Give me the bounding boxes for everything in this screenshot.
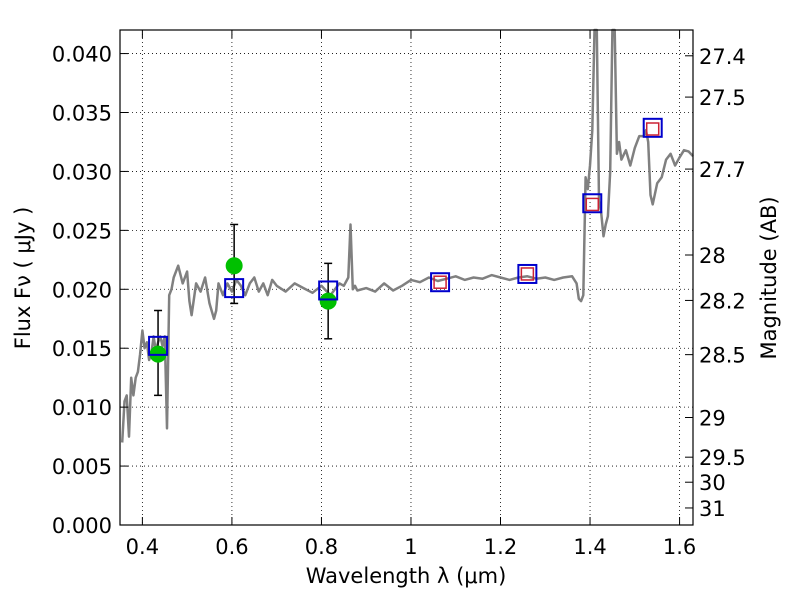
y2-tick-label: 28.5 [699, 344, 746, 368]
model-square-small [433, 275, 447, 289]
y-tick-label: 0.030 [52, 160, 112, 184]
spectrum-line [120, 28, 694, 443]
model-square [318, 280, 339, 301]
x-axis-label: Wavelength λ (μm) [306, 564, 507, 588]
y-tick-label: 0.005 [52, 455, 112, 479]
y-tick-label: 0.025 [52, 219, 112, 243]
y-tick-label: 0.010 [52, 396, 112, 420]
x-tick-label: 1.4 [573, 535, 606, 559]
y2-tick-label: 27.5 [699, 86, 746, 110]
y2-axis-label: Magnitude (AB) [757, 196, 781, 359]
observed-point [319, 292, 337, 310]
y2-tick-label: 27.4 [699, 45, 746, 69]
x-tick-label: 0.4 [126, 535, 159, 559]
y-tick-label: 0.035 [52, 102, 112, 126]
y-tick-label: 0.000 [52, 514, 112, 538]
y2-tick-label: 29.5 [699, 446, 746, 470]
y-tick-label: 0.015 [52, 337, 112, 361]
model-square [430, 272, 451, 293]
y-tick-label: 0.020 [52, 278, 112, 302]
x-tick-label: 1 [404, 535, 417, 559]
y-axis-label: Flux Fν ( μJy ) [11, 207, 35, 350]
x-tick-label: 0.6 [215, 535, 248, 559]
x-tick-label: 1.2 [484, 535, 517, 559]
y2-tick-label: 31 [699, 497, 726, 521]
y2-tick-label: 28.2 [699, 289, 746, 313]
y2-tick-label: 29 [699, 407, 726, 431]
y2-tick-label: 27.7 [699, 158, 746, 182]
model-spectrum [120, 28, 694, 443]
model-square [642, 117, 663, 138]
y-tick-label: 0.040 [52, 43, 112, 67]
x-tick-label: 1.6 [663, 535, 696, 559]
model-square-small [520, 267, 535, 281]
plot-frame [119, 29, 694, 526]
photometry-markers [148, 117, 663, 397]
model-square [148, 335, 169, 356]
observed-point [225, 257, 243, 275]
model-square-small [645, 122, 660, 136]
y2-tick-label: 28 [699, 244, 726, 268]
x-tick-label: 0.8 [305, 535, 338, 559]
y2-tick-label: 30 [699, 471, 726, 495]
model-square [224, 278, 245, 299]
model-square [517, 263, 538, 284]
ticks: 0.4 0.6 0.8 1 1.2 1.4 1.6 0.000 0.005 0.010 0.015 0… [52, 30, 746, 559]
model-square [582, 193, 603, 214]
model-square-small [585, 197, 600, 212]
grid [120, 30, 693, 525]
